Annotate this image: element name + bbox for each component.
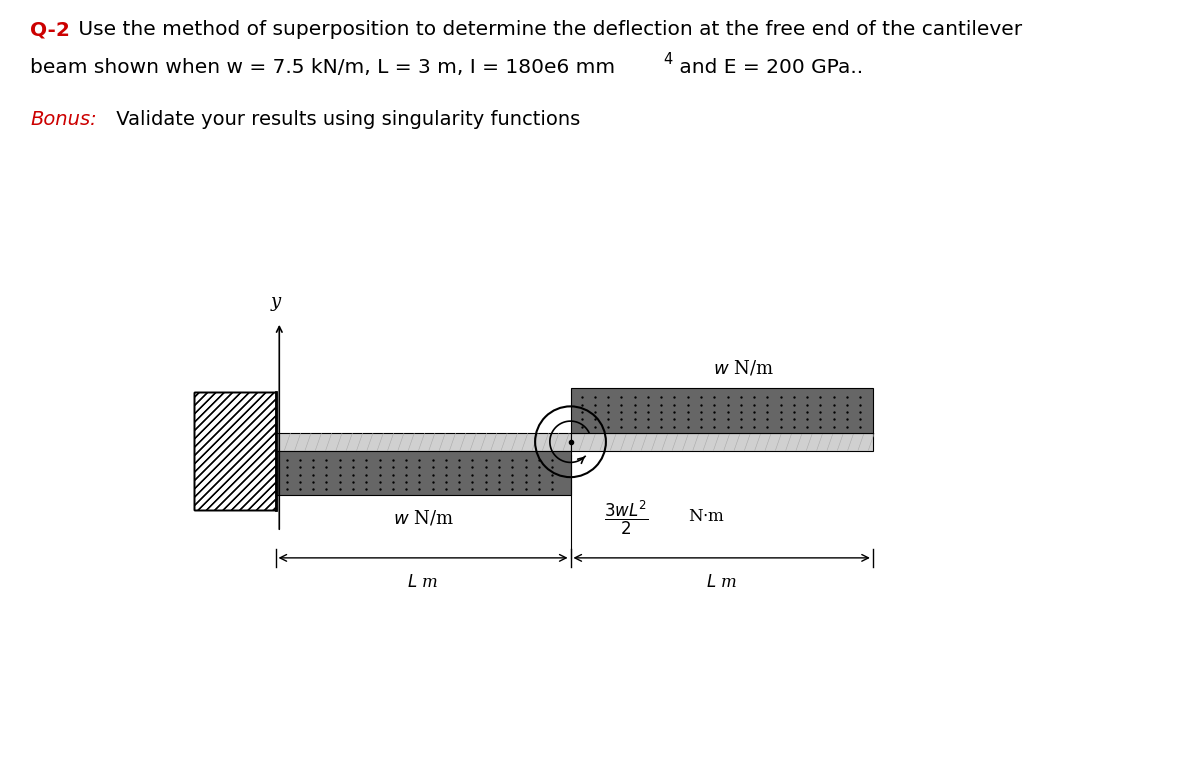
Text: y: y <box>270 293 281 311</box>
Bar <box>570 389 872 432</box>
Text: 4: 4 <box>662 52 672 67</box>
Text: $\dfrac{3wL^2}{2}$: $\dfrac{3wL^2}{2}$ <box>604 499 648 537</box>
Bar <box>194 392 276 510</box>
Text: Validate your results using singularity functions: Validate your results using singularity … <box>110 110 581 129</box>
Text: Q-2: Q-2 <box>30 20 70 39</box>
Text: $w$ N/m: $w$ N/m <box>713 358 774 377</box>
Text: $w$ N/m: $w$ N/m <box>392 508 454 528</box>
Bar <box>194 392 276 510</box>
Text: and E = 200 GPa..: and E = 200 GPa.. <box>673 58 863 77</box>
Bar <box>276 451 570 495</box>
Text: N$\cdot$m: N$\cdot$m <box>689 508 726 525</box>
Bar <box>276 432 570 451</box>
Bar <box>194 392 276 510</box>
Bar <box>570 432 872 451</box>
Text: $L$ m: $L$ m <box>408 574 439 591</box>
Text: beam shown when w = 7.5 kN/m, L = 3 m, I = 180e6 mm: beam shown when w = 7.5 kN/m, L = 3 m, I… <box>30 58 616 77</box>
Text: $L$ m: $L$ m <box>706 574 737 591</box>
Text: Use the method of superposition to determine the deflection at the free end of t: Use the method of superposition to deter… <box>72 20 1022 39</box>
Text: Bonus:: Bonus: <box>30 110 97 129</box>
